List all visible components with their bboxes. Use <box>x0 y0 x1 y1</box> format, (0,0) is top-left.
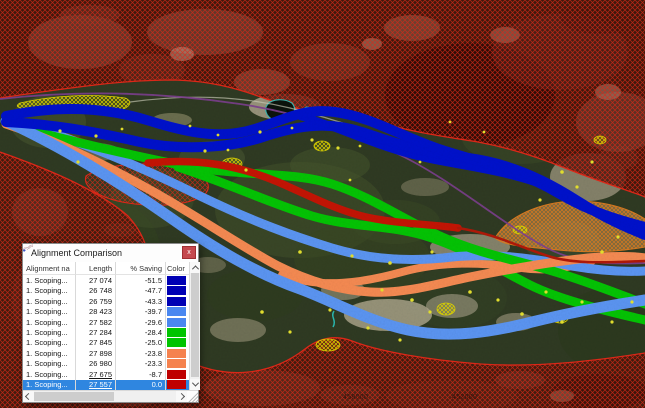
table-row[interactable]: 1. Scoping... 27 557 0.0 <box>23 244 189 390</box>
chevron-down-icon <box>191 379 199 387</box>
table-row[interactable]: 1. Scoping... 27 582 -29.6 <box>23 244 189 328</box>
color-swatch[interactable] <box>167 317 186 327</box>
alignment-name-cell: 1. Scoping... <box>23 244 76 307</box>
saving-cell: -51.5 <box>116 275 166 286</box>
map-grid-label: 458000 <box>343 394 369 401</box>
color-cell <box>166 327 189 337</box>
scroll-up-button[interactable] <box>190 262 200 273</box>
table-row[interactable]: 1. Scoping... 28 423 -39.7 <box>23 244 189 317</box>
table-row[interactable]: 1. Scoping... 27 284 -28.4 <box>23 244 189 338</box>
saving-cell: -29.6 <box>116 316 166 328</box>
horizontal-scroll-track[interactable] <box>34 391 176 402</box>
color-swatch[interactable] <box>167 286 186 296</box>
alignment-name-cell: 1. Scoping... <box>23 244 76 286</box>
color-swatch[interactable] <box>167 327 186 337</box>
alignment-name-cell: 1. Scoping... <box>23 244 76 390</box>
alignment-name-cell: 1. Scoping... <box>23 244 76 370</box>
length-cell: 27 898 <box>76 348 116 359</box>
alignment-comparison-window: Alignment Comparison x Alignment na Leng… <box>22 243 200 403</box>
color-swatch[interactable] <box>167 359 186 369</box>
color-swatch[interactable] <box>167 380 186 390</box>
length-cell: 28 423 <box>76 306 116 317</box>
color-swatch[interactable] <box>167 275 186 285</box>
alignment-name-cell: 1. Scoping... <box>23 244 76 296</box>
vertical-scroll-track[interactable] <box>190 273 200 379</box>
scroll-down-button[interactable] <box>190 379 200 390</box>
saving-cell: -23.8 <box>116 348 166 359</box>
color-cell <box>166 380 189 390</box>
alignment-name-cell: 1. Scoping... <box>23 244 76 349</box>
saving-cell: -28.4 <box>116 327 166 338</box>
length-cell: 27 074 <box>76 275 116 286</box>
saving-cell: -39.7 <box>116 306 166 317</box>
vertical-scrollbar[interactable] <box>189 262 200 390</box>
color-cell <box>166 285 189 296</box>
table-row[interactable]: 1. Scoping... 27 898 -23.8 <box>23 244 189 359</box>
alignment-name-cell: 1. Scoping... <box>23 244 76 328</box>
color-cell <box>166 296 189 306</box>
close-icon: x <box>187 249 191 256</box>
length-cell: 26 748 <box>76 285 116 296</box>
horizontal-scrollbar[interactable] <box>23 391 188 402</box>
color-cell <box>166 369 189 379</box>
alignment-name-cell: 1. Scoping... <box>23 244 76 359</box>
table-header: Alignment na Length % Saving Color <box>23 262 189 275</box>
color-swatch[interactable] <box>167 338 186 348</box>
color-swatch[interactable] <box>167 369 186 379</box>
saving-cell: -47.7 <box>116 285 166 296</box>
horizontal-scroll-thumb[interactable] <box>34 392 114 401</box>
saving-cell: -23.3 <box>116 358 166 370</box>
column-header-alignment-name[interactable]: Alignment na <box>23 262 76 275</box>
chevron-up-icon <box>191 265 199 273</box>
window-titlebar[interactable]: Alignment Comparison x <box>23 244 198 262</box>
length-cell: 27 557 <box>76 379 116 390</box>
table-row[interactable]: 1. Scoping... 26 980 -23.3 <box>23 244 189 370</box>
length-cell: 26 980 <box>76 358 116 370</box>
length-cell: 27 582 <box>76 316 116 328</box>
close-button[interactable]: x <box>182 246 196 259</box>
chevron-right-icon <box>178 392 186 401</box>
map-grid-label: 452000 <box>452 394 478 401</box>
column-header-color[interactable]: Color <box>166 262 189 275</box>
color-swatch[interactable] <box>167 307 186 317</box>
column-header-length[interactable]: Length <box>76 262 116 275</box>
color-cell <box>166 338 189 348</box>
saving-cell: -25.0 <box>116 337 166 349</box>
saving-cell: -43.3 <box>116 295 166 307</box>
column-header-saving[interactable]: % Saving <box>116 262 166 275</box>
alignment-name-cell: 1. Scoping... <box>23 244 76 317</box>
vertical-scroll-thumb[interactable] <box>191 273 199 377</box>
table-row[interactable]: 1. Scoping... 27 675 -8.7 <box>23 244 189 380</box>
color-cell <box>166 348 189 358</box>
chevron-left-icon <box>24 392 33 401</box>
alignment-name-cell: 1. Scoping... <box>23 244 76 380</box>
scroll-right-button[interactable] <box>176 391 188 402</box>
alignment-table: Alignment na Length % Saving Color 1. Sc… <box>23 244 189 390</box>
color-cell <box>166 359 189 369</box>
color-cell <box>166 306 189 317</box>
resize-grip[interactable] <box>187 391 198 402</box>
saving-cell: 0.0 <box>116 379 166 390</box>
saving-cell: -8.7 <box>116 369 166 380</box>
color-swatch[interactable] <box>167 296 186 306</box>
color-swatch[interactable] <box>167 348 186 358</box>
color-cell <box>166 275 189 285</box>
length-cell: 27 845 <box>76 337 116 349</box>
alignment-name-cell: 1. Scoping... <box>23 244 76 338</box>
length-cell: 27 284 <box>76 327 116 338</box>
scroll-left-button[interactable] <box>23 391 34 402</box>
color-cell <box>166 317 189 327</box>
table-row[interactable]: 1. Scoping... 26 748 -47.7 <box>23 244 189 296</box>
table-row[interactable]: 1. Scoping... 27 845 -25.0 <box>23 244 189 349</box>
length-cell: 26 759 <box>76 295 116 307</box>
table-row[interactable]: 1. Scoping... 27 074 -51.5 <box>23 244 189 286</box>
table-row[interactable]: 1. Scoping... 26 759 -43.3 <box>23 244 189 307</box>
window-title: Alignment Comparison <box>31 248 123 258</box>
length-cell: 27 675 <box>76 369 116 380</box>
